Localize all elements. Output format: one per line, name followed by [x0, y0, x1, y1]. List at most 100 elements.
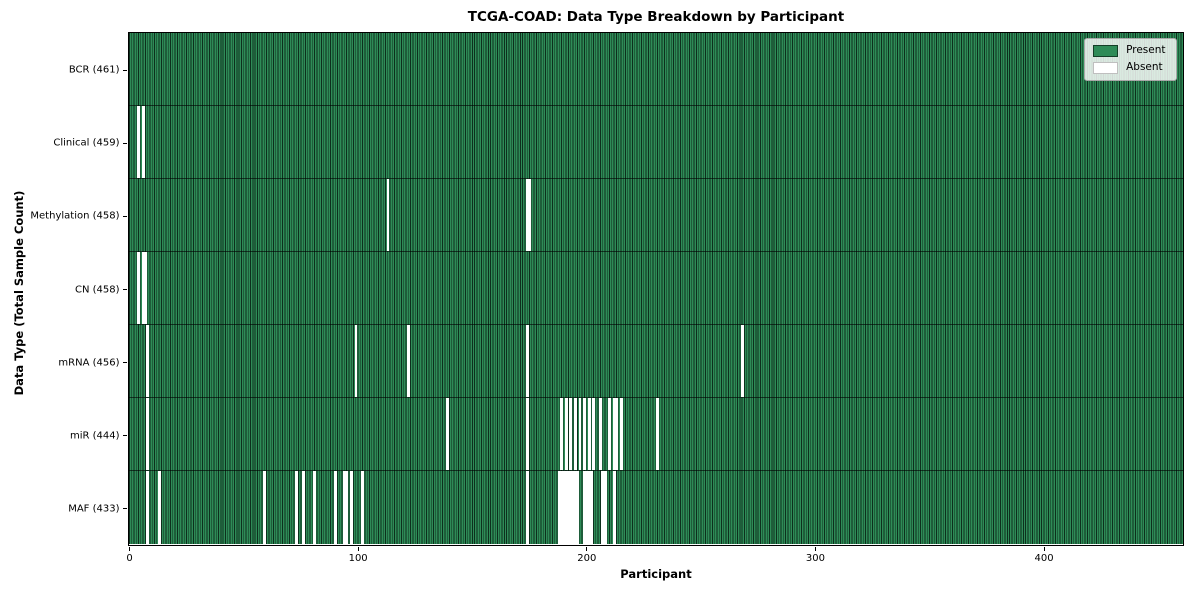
absent-stripe: [141, 251, 145, 325]
absent-stripe: [386, 178, 390, 251]
x-tick-label: 0: [126, 552, 133, 564]
absent-stripe: [590, 471, 593, 545]
absent-stripe: [157, 471, 161, 545]
heatmap-row-cn: [128, 251, 1183, 326]
y-tick-label: MAF (433): [68, 503, 120, 515]
absent-stripe: [146, 471, 150, 545]
absent-stripe: [446, 398, 449, 471]
absent-stripe: [407, 325, 410, 398]
absent-stripe: [564, 398, 568, 471]
x-tick-mark: [357, 547, 359, 551]
absent-stripe: [263, 471, 266, 545]
absent-stripe: [301, 471, 305, 545]
absent-stripe: [583, 398, 587, 471]
absent-stripe: [141, 105, 145, 178]
absent-stripe: [571, 471, 575, 545]
absent-stripe: [526, 178, 529, 251]
y-tick-mark: [123, 508, 127, 510]
x-tick-mark: [129, 547, 130, 551]
y-tick-label: BCR (461): [68, 64, 120, 76]
heatmap-row-mrna: [128, 325, 1183, 399]
absent-stripe: [569, 471, 573, 545]
absent-stripe: [592, 398, 596, 471]
absent-stripe: [528, 178, 532, 251]
absent-stripe: [564, 471, 568, 545]
absent-stripe: [601, 471, 605, 545]
legend-label-absent: Absent: [1126, 61, 1163, 74]
x-tick-label: 300: [805, 552, 825, 564]
absent-stripe: [599, 398, 603, 471]
legend-swatch-present: [1093, 44, 1119, 57]
absent-stripe: [137, 251, 141, 325]
x-tick-mark: [1043, 547, 1045, 551]
absent-stripe: [313, 471, 317, 545]
legend: Present Absent: [1084, 37, 1177, 81]
absent-stripe: [343, 471, 346, 545]
heatmap-plot-area: Present Absent: [127, 31, 1184, 546]
y-tick-mark: [123, 69, 127, 71]
heatmap-row-mir: [128, 398, 1183, 472]
absent-stripe: [144, 251, 148, 325]
absent-stripe: [560, 398, 564, 471]
legend-item-absent: Absent: [1093, 61, 1165, 74]
absent-stripe: [295, 471, 298, 545]
x-tick-mark: [586, 547, 588, 551]
y-axis-label-text: Data Type (Total Sample Count): [12, 190, 26, 396]
y-tick-mark: [123, 435, 127, 437]
absent-stripe: [526, 398, 529, 471]
y-tick-label: Methylation (458): [30, 210, 120, 222]
heatmap-row-maf: [128, 471, 1183, 545]
absent-stripe: [345, 471, 349, 545]
heatmap-row-clinical: [128, 105, 1183, 179]
y-tick-mark: [123, 289, 127, 290]
absent-stripe: [612, 398, 616, 471]
absent-stripe: [583, 471, 587, 545]
heatmap-row-methylation: [128, 178, 1183, 252]
absent-stripe: [615, 398, 619, 471]
y-tick-label: miR (444): [69, 430, 120, 442]
x-axis-label: Participant: [620, 567, 692, 581]
absent-stripe: [354, 325, 358, 398]
absent-stripe: [608, 398, 612, 471]
absent-stripe: [526, 471, 529, 545]
absent-stripe: [562, 471, 566, 545]
absent-stripe: [603, 471, 607, 545]
absent-stripe: [560, 471, 564, 545]
y-tick-label: CN (458): [74, 284, 120, 295]
y-tick-mark: [123, 362, 127, 364]
y-tick-label: mRNA (456): [58, 357, 120, 369]
absent-stripe: [146, 398, 150, 471]
absent-stripe: [587, 398, 591, 471]
absent-stripe: [656, 398, 660, 471]
y-tick-mark: [123, 142, 127, 144]
y-tick-label: Clinical (459): [53, 137, 120, 149]
x-tick-mark: [814, 547, 816, 551]
absent-stripe: [361, 471, 365, 545]
heatmap-row-bcr: [128, 32, 1183, 106]
legend-label-present: Present: [1126, 44, 1166, 57]
absent-stripe: [349, 471, 353, 545]
chart-title: TCGA-COAD: Data Type Breakdown by Partic…: [467, 9, 845, 25]
absent-stripe: [558, 471, 561, 545]
absent-stripe: [574, 398, 577, 471]
absent-stripe: [576, 471, 580, 545]
y-tick-mark: [123, 215, 127, 217]
absent-stripe: [587, 471, 591, 545]
absent-stripe: [585, 471, 589, 545]
x-tick-label: 400: [1034, 552, 1054, 564]
absent-stripe: [146, 325, 150, 398]
legend-swatch-absent: [1093, 61, 1119, 74]
absent-stripe: [574, 471, 577, 545]
x-tick-label: 100: [348, 552, 368, 564]
absent-stripe: [569, 398, 573, 471]
legend-item-present: Present: [1093, 44, 1166, 57]
absent-stripe: [740, 325, 744, 398]
absent-stripe: [612, 471, 616, 545]
absent-stripe: [619, 398, 623, 471]
absent-stripe: [137, 105, 141, 178]
absent-stripe: [567, 471, 571, 545]
x-tick-label: 200: [577, 552, 597, 564]
absent-stripe: [526, 325, 529, 398]
absent-stripe: [333, 471, 337, 545]
